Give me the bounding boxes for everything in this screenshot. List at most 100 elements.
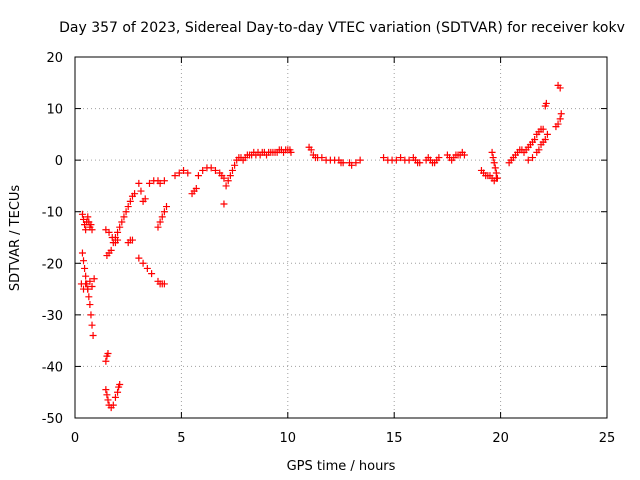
data-point (137, 187, 145, 195)
y-tick-label: -50 (42, 412, 63, 427)
data-point (88, 321, 96, 329)
data-point (156, 179, 164, 187)
data-point (405, 156, 413, 164)
data-point (529, 154, 537, 162)
data-point (156, 218, 164, 226)
data-point (222, 182, 230, 190)
data-point (180, 166, 188, 174)
data-point (228, 166, 236, 174)
chart-title: Day 357 of 2023, Sidereal Day-to-day VTE… (59, 20, 625, 36)
data-point (114, 228, 122, 236)
data-point (107, 246, 115, 254)
data-point (231, 161, 239, 169)
data-point (539, 125, 547, 133)
data-point (392, 156, 400, 164)
data-point (82, 280, 90, 288)
data-point (103, 391, 111, 399)
data-point (90, 275, 98, 283)
data-point (139, 259, 147, 267)
data-point (109, 401, 117, 409)
data-point (104, 396, 112, 404)
data-point (557, 110, 565, 118)
data-point (82, 226, 90, 234)
x-tick-labels: 0 5 10 15 20 25 (71, 431, 615, 446)
data-point (135, 179, 143, 187)
data-point (175, 169, 183, 177)
data-point (535, 146, 543, 154)
data-point (86, 277, 94, 285)
data-point (492, 169, 500, 177)
y-tick-labels: -50 -40 -30 -20 -10 0 10 20 (42, 51, 63, 427)
data-point (192, 185, 200, 193)
data-point (120, 213, 128, 221)
data-point (89, 331, 97, 339)
data-point (111, 393, 119, 401)
y-tick-label: 20 (46, 51, 63, 66)
data-point (122, 208, 130, 216)
data-point (88, 282, 96, 290)
y-tick-label: -30 (42, 309, 63, 324)
x-tick-label: 0 (71, 431, 79, 446)
data-point (131, 190, 139, 198)
data-point (78, 210, 86, 218)
data-point (124, 203, 132, 211)
data-point (148, 270, 156, 278)
data-point (114, 388, 122, 396)
data-point (88, 226, 96, 234)
data-point (226, 172, 234, 180)
data-point (493, 174, 501, 182)
plot-frame (74, 56, 608, 419)
data-point (348, 161, 356, 169)
data-point (491, 164, 499, 172)
data-point (352, 159, 360, 167)
data-point (86, 301, 94, 309)
x-axis-label: GPS time / hours (287, 459, 396, 474)
data-point (160, 208, 168, 216)
axis-ticks (74, 56, 608, 419)
data-point (380, 154, 388, 162)
data-point (541, 136, 549, 144)
data-point (220, 200, 228, 208)
data-point (104, 350, 112, 358)
data-point (160, 280, 168, 288)
data-point (543, 130, 551, 138)
x-tick-label: 25 (599, 431, 616, 446)
grid (75, 57, 607, 418)
data-point (116, 380, 124, 388)
data-point (87, 221, 95, 229)
data-point (460, 151, 468, 159)
data-point (556, 115, 564, 123)
data-point (81, 264, 89, 272)
data-point (135, 254, 143, 262)
data-point (84, 285, 92, 293)
data-point (488, 148, 496, 156)
data-point (126, 197, 134, 205)
data-point (489, 154, 497, 162)
data-point (397, 154, 405, 162)
data-point (141, 195, 149, 203)
data-point (220, 174, 228, 182)
data-point (102, 357, 110, 365)
data-point (102, 386, 110, 394)
data-point (199, 166, 207, 174)
data-point (84, 213, 92, 221)
data-point (108, 234, 116, 241)
data-point (82, 272, 90, 280)
data-point (184, 169, 192, 177)
y-tick-label: -20 (42, 257, 63, 272)
data-point (224, 177, 232, 185)
data-point (158, 213, 166, 221)
data-points (77, 81, 565, 412)
data-point (211, 166, 219, 174)
data-point (114, 236, 122, 244)
data-point (542, 99, 550, 107)
data-point (194, 172, 202, 180)
y-axis-label: SDTVAR / TECUs (8, 185, 23, 292)
x-tick-label: 5 (177, 431, 185, 446)
y-tick-label: 0 (55, 154, 63, 169)
data-point (356, 156, 364, 164)
data-point (556, 84, 564, 92)
data-point (524, 156, 532, 164)
